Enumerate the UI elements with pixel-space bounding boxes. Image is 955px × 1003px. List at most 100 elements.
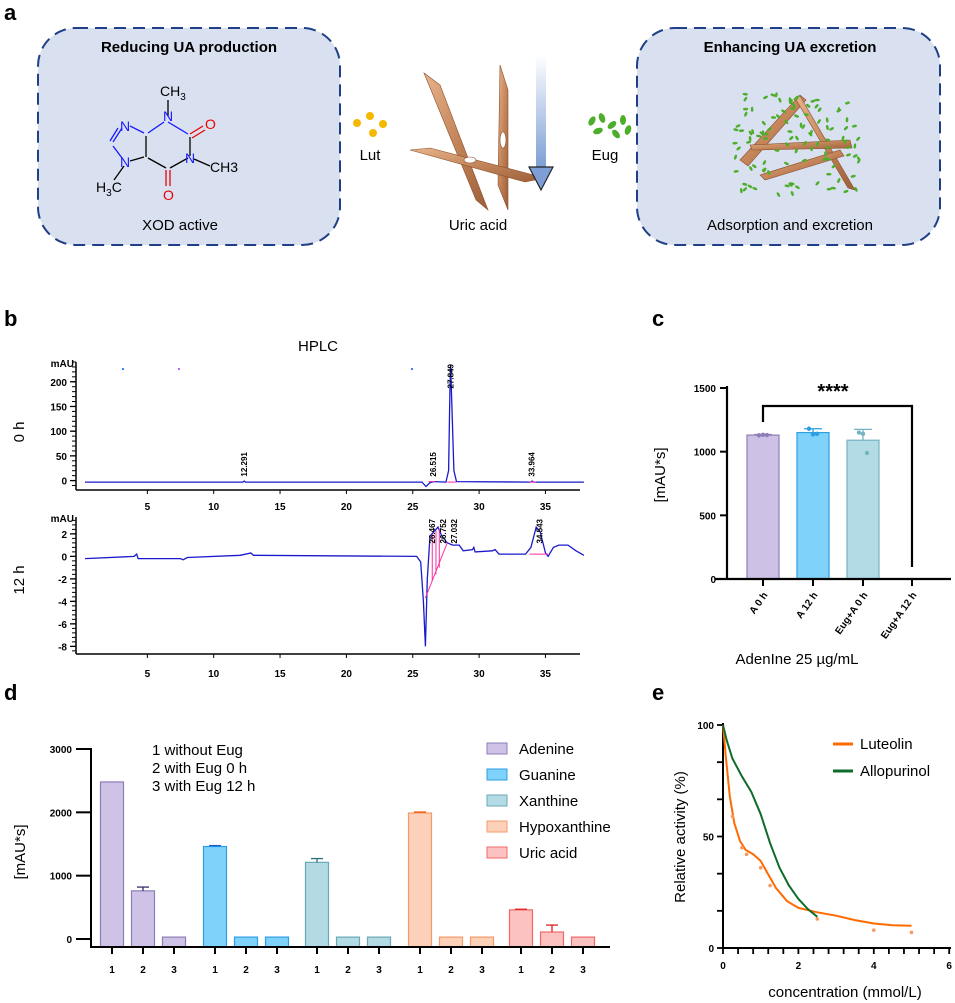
x-tick-label: 2 (796, 961, 802, 972)
atom-o: O (205, 116, 216, 132)
y-tick-label: 0 (66, 935, 72, 946)
bar (407, 812, 433, 948)
data-point (740, 845, 744, 850)
bar (469, 936, 495, 948)
legend-label: Adenine (519, 741, 574, 758)
chromatogram-trace (85, 364, 584, 488)
uric-acid-crystals-icon (409, 64, 546, 211)
c-ylabel: [mAU*s] (652, 447, 669, 502)
eugenol-particle (825, 157, 831, 161)
eugenol-particle (822, 157, 827, 162)
x-tick-label: 2 (140, 965, 146, 976)
eugenol-particle (774, 92, 778, 98)
eug-label: Eug (592, 147, 619, 164)
peak-label: 33.964 (528, 452, 537, 477)
eugenol-particle (742, 92, 748, 96)
chromatogram-0h: mAU 0 50 100 150 200 5 10 15 20 25 30 35 12.291 26.515… (50, 359, 584, 513)
d-note-3: 3 with Eug 12 h (152, 778, 255, 795)
eugenol-particle (824, 151, 827, 157)
eugenol-particle (743, 96, 748, 102)
eugenol-particle (733, 170, 739, 173)
hplc-title: HPLC (298, 338, 338, 355)
atom-n: N (120, 154, 130, 170)
panel-label-d: d (4, 680, 17, 705)
data-point (758, 865, 763, 870)
eugenol-particle (816, 141, 820, 147)
atom-ch3-right: CH3 (210, 159, 238, 175)
eugenol-particle (844, 101, 851, 105)
eugenol-particle (815, 181, 820, 186)
data-point (744, 852, 749, 857)
eugenol-particles-icon (588, 113, 632, 139)
eugenol-particle (746, 140, 752, 144)
x-tick-label: Eug+A 0 h (833, 590, 870, 636)
right-box-caption: Adsorption and excretion (707, 217, 873, 234)
left-box (37, 27, 341, 246)
legend-swatch (486, 846, 508, 859)
eugenol-particle (856, 136, 861, 141)
x-tick-label: 1 (417, 965, 423, 976)
y-tick-label: 0 (61, 477, 67, 488)
x-tick-label: 30 (474, 669, 486, 680)
y-tick-label: 1500 (694, 384, 717, 395)
eugenol-particle (767, 127, 772, 131)
eugenol-particle (801, 124, 806, 130)
y-tick-label: 2 (61, 530, 67, 541)
eugenol-particle (788, 97, 792, 103)
y-tick-label: 0 (710, 575, 716, 586)
legend-swatch (486, 742, 508, 755)
d-note-2: 2 with Eug 0 h (152, 760, 247, 777)
x-tick-label: 35 (540, 669, 552, 680)
y-tick-label: 0 (61, 552, 67, 563)
legend-label: Hypoxanthine (519, 819, 611, 836)
eugenol-particle (751, 129, 755, 135)
eugenol-particle (742, 182, 748, 186)
eugenol-particle (801, 158, 807, 163)
peak-label: 12.291 (240, 452, 249, 477)
eugenol-particle (826, 187, 832, 191)
eugenol-particle (734, 154, 737, 160)
bar (130, 890, 156, 948)
x-tick-label: 25 (407, 502, 419, 513)
bar (438, 936, 464, 948)
x-tick-label: A 12 h (794, 590, 820, 621)
eugenol-particle (854, 186, 858, 192)
y-tick-label: 2000 (50, 808, 73, 819)
y-tick-label: 50 (56, 452, 68, 463)
eugenol-particle (831, 164, 836, 169)
eugenol-particle (852, 154, 858, 158)
eugenol-particle (750, 106, 754, 112)
eugenol-particle (799, 122, 803, 128)
x-tick-label: 2 (549, 965, 555, 976)
data-point (872, 928, 876, 932)
hplc-top-markers (122, 368, 413, 370)
x-tick-label: 20 (341, 502, 353, 513)
eugenol-particle (837, 178, 841, 183)
eugenol-particle (776, 192, 781, 197)
x-tick-label: 10 (208, 669, 220, 680)
luteolin-particles-icon (353, 112, 387, 137)
data-point (864, 450, 870, 456)
bar (233, 936, 259, 948)
eugenol-particle (836, 109, 842, 113)
eugenol-particle (794, 148, 798, 154)
e-ylabel: Relative activity (%) (672, 771, 689, 903)
x-tick-label: Eug+A 12 h (879, 590, 919, 641)
peak-label: 34.543 (535, 518, 544, 543)
e-xlabel: concentration (mmol/L) (768, 984, 921, 1001)
eugenol-particle (790, 191, 794, 196)
eugenol-particle (806, 103, 811, 108)
x-tick-label: A 0 h (748, 590, 771, 616)
eugenol-particle (749, 166, 753, 171)
eugenol-particle (826, 172, 832, 176)
y-tick-label: 200 (50, 378, 67, 389)
eugenol-particle (853, 143, 857, 149)
eugenol-particle (735, 124, 741, 128)
peak-label: 27.849 (447, 363, 456, 388)
eugenol-particle (793, 97, 799, 101)
purine-bar-chart: 0 1000 2000 3000 1 2 3 Adenine 1 2 3 Guanine 1 2 3 Xant… (50, 741, 611, 976)
eugenol-particle (829, 127, 834, 131)
y-tick-label: -8 (58, 642, 67, 653)
